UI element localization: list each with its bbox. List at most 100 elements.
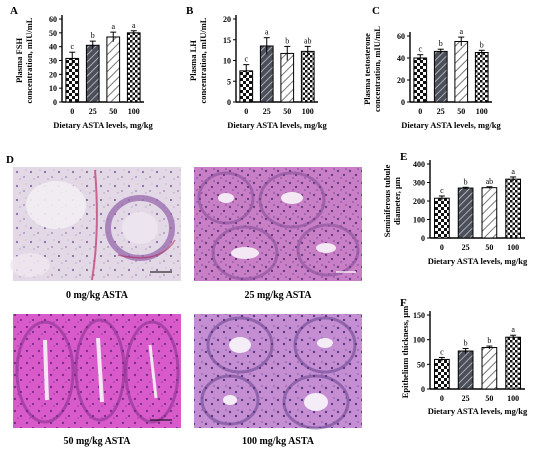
caption-100mg: 100 mg/kg ASTA	[242, 436, 315, 447]
bar-0	[413, 57, 428, 103]
y-tick-label: 0	[401, 98, 405, 107]
y-tick-label: 20	[49, 70, 57, 79]
x-tick-label: 100	[128, 107, 140, 116]
y-tick-label: 10	[49, 84, 57, 93]
x-tick-label: 100	[507, 394, 519, 403]
significance-letter: a	[265, 28, 269, 37]
significance-letter: a	[459, 27, 463, 36]
panel-letter-e: E	[400, 151, 407, 163]
y-axis-label: diameter, µm	[392, 177, 402, 225]
bar-50	[106, 36, 121, 103]
significance-letter: a	[511, 325, 515, 334]
bar-50	[454, 41, 469, 103]
histology-image-100mg	[194, 314, 362, 430]
y-tick-label: 0	[421, 234, 425, 243]
x-tick-label: 50	[283, 107, 291, 116]
bar-25	[85, 44, 100, 103]
chart-f: F 0 50 100 150 c 0 b 25 b 50 a 100 Dietary ASTA level…	[400, 297, 528, 416]
x-axis-label: Dietary ASTA levels, mg/kg	[401, 120, 501, 130]
significance-letter: c	[440, 186, 444, 195]
x-tick-label: 0	[418, 107, 422, 116]
x-axis-label: Dietary ASTA levels, mg/kg	[227, 120, 327, 130]
bar-50	[481, 187, 498, 239]
bar-50	[481, 347, 498, 390]
bar-50	[280, 52, 295, 103]
y-tick-label: 0	[421, 385, 425, 394]
y-tick-label: 0	[227, 98, 231, 107]
panel-letter-b: B	[186, 5, 194, 17]
chart-b: B 0 5 10 15 20 c 0 a 25 b 50 ab 100 Dietary ASTA level…	[186, 5, 327, 130]
bar-0	[434, 197, 450, 239]
y-tick-label: 20	[397, 76, 405, 85]
chart-e: E 0 100 200 300 400 c 0 b 25 ab 50 a 100 Dietary ASTA …	[382, 151, 528, 266]
y-tick-label: 100	[413, 336, 425, 345]
y-tick-label: 15	[223, 36, 231, 45]
y-tick-label: 300	[413, 179, 425, 188]
x-tick-label: 0	[440, 394, 444, 403]
histology-image-50mg	[13, 314, 181, 428]
chart-a: A 0 10 20 30 40 50 60 c 0 b 25 a 50 a 100 Dietary ASTA l…	[10, 5, 153, 130]
x-tick-label: 100	[507, 243, 519, 252]
panel-letter-c: C	[372, 5, 380, 17]
significance-letter: b	[285, 36, 289, 45]
significance-letter: b	[91, 31, 95, 40]
y-tick-label: 400	[413, 160, 425, 169]
significance-letter: a	[111, 22, 115, 31]
caption-50mg: 50 mg/kg ASTA	[63, 436, 131, 447]
x-tick-label: 50	[457, 107, 465, 116]
x-tick-label: 0	[244, 107, 248, 116]
y-tick-label: 20	[223, 15, 231, 24]
significance-letter: a	[132, 21, 136, 30]
chart-c: C 0 20 40 60 c 0 b 25 a 50 b 100 Dietary ASTA levels,…	[362, 5, 501, 130]
x-tick-label: 25	[437, 107, 445, 116]
significance-letter: c	[440, 347, 444, 356]
y-tick-label: 60	[397, 32, 405, 41]
y-tick-label: 150	[413, 311, 425, 320]
significance-letter: b	[487, 336, 491, 345]
x-axis-label: Dietary ASTA levels, mg/kg	[428, 256, 528, 266]
bar-25	[259, 45, 274, 103]
panel-letter-f: F	[400, 297, 407, 309]
y-axis-label: concentration, mIU/mL	[24, 17, 34, 103]
y-tick-label: 10	[223, 57, 231, 66]
y-axis-label: Seminiferous tubule	[382, 164, 392, 237]
y-axis-label: Plasma testosterone	[362, 33, 372, 105]
bar-100	[505, 178, 521, 239]
y-tick-label: 5	[227, 77, 231, 86]
significance-letter: a	[511, 167, 515, 176]
y-tick-label: 60	[49, 15, 57, 24]
bar-100	[126, 32, 141, 103]
significance-letter: b	[464, 177, 468, 186]
x-axis-label: Dietary ASTA levels, mg/kg	[53, 120, 153, 130]
bar-100	[505, 336, 521, 390]
caption-25mg: 25 mg/kg ASTA	[244, 290, 312, 301]
x-tick-label: 25	[263, 107, 271, 116]
x-tick-label: 25	[462, 243, 470, 252]
bar-0	[434, 358, 450, 390]
panel-letter-a: A	[10, 5, 18, 17]
y-tick-label: 30	[49, 57, 57, 66]
y-tick-label: 50	[417, 360, 425, 369]
bar-25	[457, 350, 474, 390]
y-tick-label: 40	[49, 43, 57, 52]
bar-25	[433, 50, 448, 103]
x-tick-label: 0	[440, 243, 444, 252]
panel-letter-d: D	[6, 154, 14, 166]
x-tick-label: 0	[70, 107, 74, 116]
x-tick-label: 50	[109, 107, 117, 116]
x-tick-label: 25	[462, 394, 470, 403]
y-tick-label: 200	[413, 197, 425, 206]
significance-letter: b	[439, 39, 443, 48]
y-axis-label: Plasma LH	[188, 40, 198, 81]
y-tick-label: 0	[53, 98, 57, 107]
caption-0mg: 0 mg/kg ASTA	[66, 290, 129, 301]
significance-letter: c	[418, 45, 422, 54]
significance-letter: c	[70, 42, 74, 51]
x-axis-label: Dietary ASTA levels, mg/kg	[428, 406, 528, 416]
significance-letter: b	[464, 339, 468, 348]
y-axis-label: concentration, mIU/mL	[198, 17, 208, 103]
y-axis-label: concentration, mIU/mL	[372, 26, 382, 112]
x-tick-label: 50	[485, 243, 493, 252]
significance-letter: b	[480, 40, 484, 49]
